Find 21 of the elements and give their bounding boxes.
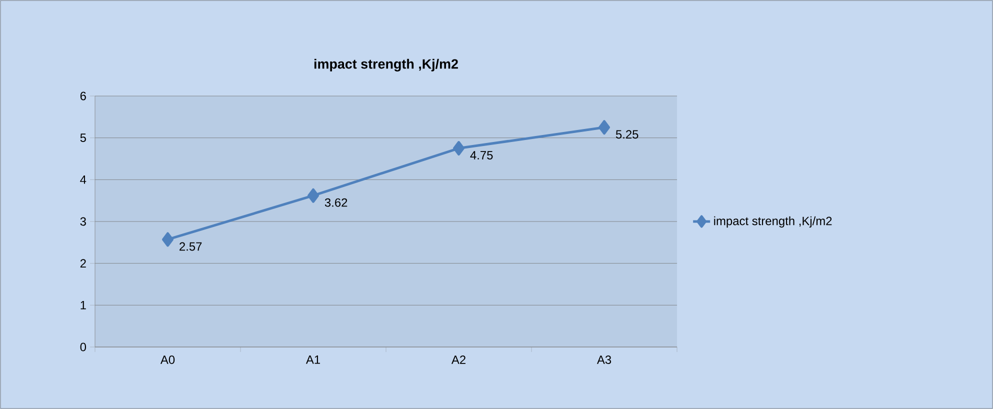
x-tick-label: A0 [160, 356, 175, 364]
point [453, 141, 465, 156]
point [308, 188, 320, 203]
data-label: 3.62 [324, 198, 348, 207]
y-tick-label: 0 [80, 342, 86, 352]
chart-title: impact strength ,Kj/m2 [314, 58, 458, 72]
data-label: 2.57 [180, 242, 202, 251]
y-tick-label: 1 [80, 301, 86, 310]
y-tick-label: 4 [80, 176, 86, 184]
legend-label: impact strength ,Kj/m2 [714, 216, 832, 228]
y-tick-label: 6 [80, 92, 86, 100]
x-tick-label: A3 [596, 356, 612, 364]
point [162, 232, 174, 247]
y-tick-label: 5 [80, 134, 86, 142]
point [598, 120, 610, 135]
y-tick-label: 3 [80, 217, 86, 226]
x-tick-label: A2 [451, 356, 466, 364]
x-tick-label: A1 [306, 356, 320, 364]
y-tick-label: 2 [80, 259, 86, 268]
data-label: 5.25 [616, 130, 638, 139]
data-label: 4.75 [470, 151, 493, 160]
